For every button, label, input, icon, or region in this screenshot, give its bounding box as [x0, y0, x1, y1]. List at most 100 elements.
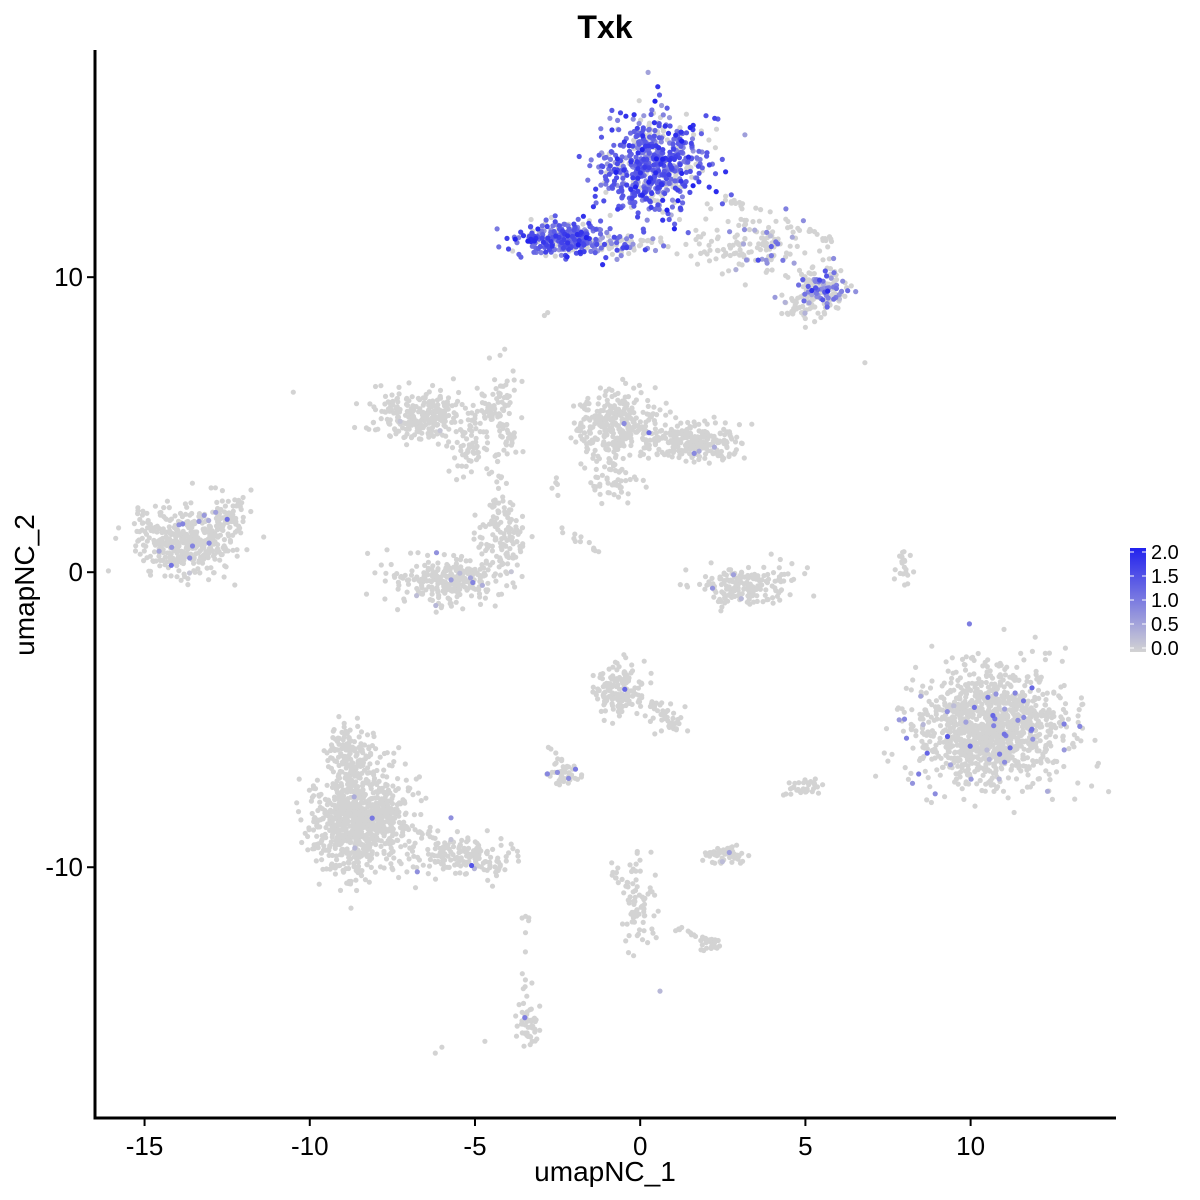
cell-point: [342, 775, 348, 781]
cell-point: [763, 587, 769, 593]
cell-point: [945, 746, 951, 752]
cell-point: [477, 429, 483, 435]
cell-point: [1019, 707, 1025, 713]
cell-point: [500, 561, 506, 567]
cell-point: [1002, 713, 1009, 719]
cell-point: [688, 253, 694, 259]
cell-point: [495, 855, 501, 861]
cell-point: [913, 664, 919, 671]
cell-point: [519, 378, 525, 384]
cell-point: [710, 581, 716, 587]
cell-point: [1106, 789, 1112, 795]
cell-point: [471, 450, 477, 456]
cell-point: [141, 548, 147, 554]
cell-point: [1016, 762, 1022, 769]
cell-point: [974, 740, 980, 746]
cell-point: [444, 403, 450, 410]
cell-point: [589, 424, 595, 430]
cell-point: [201, 545, 207, 551]
cell-point: [476, 454, 482, 460]
cell-point: [590, 438, 596, 444]
cell-point: [663, 400, 669, 406]
cell-point: [157, 539, 163, 546]
cell-point: [152, 524, 158, 530]
cell-point: [437, 395, 444, 401]
cell-point: [492, 410, 498, 416]
cell-point: [609, 421, 616, 427]
cell-point: [663, 412, 669, 418]
cell-point: [1046, 707, 1052, 714]
cell-point: [396, 391, 402, 397]
cell-point: [652, 420, 658, 427]
cell-point: [592, 421, 598, 427]
cell-point: [552, 253, 558, 259]
cell-point: [151, 549, 158, 555]
cell-point: [501, 505, 507, 511]
cell-point: [779, 292, 785, 298]
cell-point: [373, 800, 379, 806]
cell-point: [704, 201, 710, 207]
cell-point: [514, 562, 520, 568]
cell-point: [962, 667, 969, 673]
cell-point: [713, 256, 719, 262]
cell-point: [677, 582, 683, 588]
cell-point: [1072, 796, 1078, 802]
cell-point: [221, 574, 227, 580]
cell-point: [930, 733, 936, 739]
cell-point: [328, 747, 334, 753]
cell-point: [467, 558, 473, 564]
cell-point: [587, 430, 593, 436]
cell-point: [477, 601, 484, 608]
cell-point: [1008, 740, 1014, 747]
cell-point: [476, 587, 482, 593]
cell-point: [908, 725, 914, 732]
cell-point: [218, 506, 224, 513]
cell-point: [459, 401, 465, 408]
cell-point: [726, 429, 733, 435]
cell-point: [776, 574, 783, 580]
cell-point: [191, 560, 197, 566]
cell-point: [161, 514, 167, 520]
cell-point: [495, 451, 502, 458]
cell-point: [982, 659, 988, 666]
cell-point: [618, 400, 624, 406]
cell-point: [425, 411, 431, 417]
cell-point: [691, 459, 697, 465]
cell-point: [492, 603, 498, 609]
cell-point: [437, 387, 444, 393]
cell-point: [1010, 702, 1016, 708]
cell-point: [466, 457, 472, 463]
cell-point: [645, 403, 651, 409]
cell-point: [135, 505, 141, 511]
cell-point: [332, 871, 338, 877]
cell-point: [1052, 734, 1059, 740]
cell-point: [1070, 740, 1076, 747]
cell-point: [455, 398, 461, 404]
cell-point: [745, 564, 752, 571]
cell-point: [392, 426, 398, 432]
cell-point: [601, 434, 608, 440]
cell-point: [465, 837, 471, 843]
cell-point: [385, 790, 391, 797]
cell-point: [145, 525, 151, 531]
cell-point: [1048, 725, 1054, 731]
cell-point: [395, 399, 401, 405]
cell-point: [604, 476, 610, 482]
cell-point: [324, 782, 330, 788]
cell-point: [206, 577, 212, 583]
cell-point: [808, 271, 814, 277]
cell-point: [336, 714, 342, 720]
cell-point: [354, 887, 360, 894]
cell-point: [787, 243, 793, 249]
cell-point: [145, 520, 151, 526]
cell-point: [684, 165, 690, 171]
cell-point: [640, 409, 646, 415]
cell-point: [510, 846, 516, 852]
cell-point: [623, 380, 629, 386]
cell-point: [810, 264, 816, 270]
cell-point: [316, 793, 322, 799]
cell-point: [381, 850, 387, 857]
cell-point: [1018, 743, 1024, 749]
cell-point: [630, 419, 636, 425]
cell-point: [991, 788, 997, 795]
